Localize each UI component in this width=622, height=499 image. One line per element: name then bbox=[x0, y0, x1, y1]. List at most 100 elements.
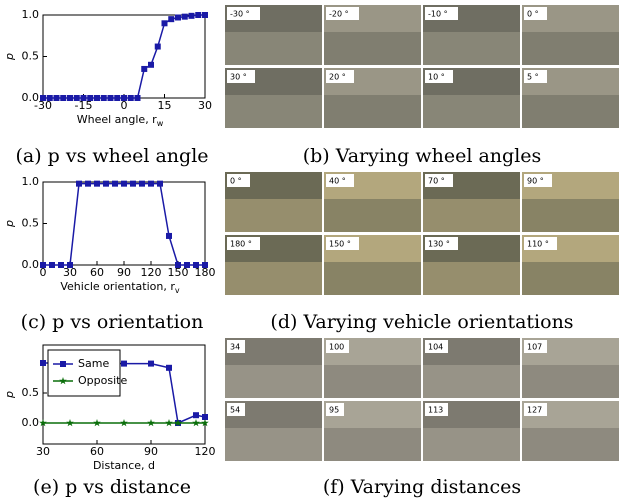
y-tick-label: 0.5 bbox=[22, 50, 40, 63]
star-marker bbox=[147, 419, 155, 426]
square-marker bbox=[40, 95, 46, 101]
square-marker bbox=[155, 44, 161, 50]
square-marker bbox=[139, 181, 145, 187]
photo-shade bbox=[225, 32, 322, 65]
square-marker bbox=[202, 262, 208, 268]
photo-label: 54 bbox=[230, 406, 240, 415]
star-marker bbox=[120, 419, 128, 426]
plot-frame bbox=[43, 182, 205, 265]
photo-label: 70 ° bbox=[428, 177, 445, 186]
x-tick-label: 60 bbox=[90, 445, 104, 458]
y-tick-label: 0.5 bbox=[22, 217, 40, 230]
square-marker bbox=[114, 95, 120, 101]
photo-label: 10 ° bbox=[428, 73, 445, 82]
square-marker bbox=[121, 95, 127, 101]
photo-label: 180 ° bbox=[230, 240, 252, 249]
photo-shade bbox=[423, 32, 520, 65]
square-marker bbox=[60, 95, 66, 101]
x-tick-label: 60 bbox=[90, 266, 104, 279]
x-axis-label: Wheel angle, rw bbox=[77, 113, 164, 128]
caption: (b) Varying wheel angles bbox=[303, 145, 542, 167]
x-tick-label: 30 bbox=[198, 99, 212, 112]
photo-label: 20 ° bbox=[329, 73, 346, 82]
photo-label: 127 bbox=[527, 406, 542, 415]
photo-label: 113 bbox=[428, 406, 443, 415]
photo-shade bbox=[324, 199, 421, 232]
photo-label: 40 ° bbox=[329, 177, 346, 186]
photo-shade bbox=[423, 199, 520, 232]
photo-label: 150 ° bbox=[329, 240, 351, 249]
y-tick-label: 1.0 bbox=[22, 175, 40, 188]
square-marker bbox=[112, 181, 118, 187]
square-marker bbox=[40, 360, 46, 366]
square-marker bbox=[189, 13, 195, 19]
square-marker bbox=[101, 95, 107, 101]
square-marker bbox=[195, 12, 201, 18]
square-marker bbox=[67, 95, 73, 101]
x-tick-label: 15 bbox=[158, 99, 172, 112]
x-axis-label-sub: v bbox=[175, 286, 180, 295]
y-tick-label: 0.0 bbox=[22, 416, 40, 429]
square-marker bbox=[128, 95, 134, 101]
square-marker bbox=[162, 20, 168, 26]
square-marker bbox=[193, 262, 199, 268]
photo-label: 0 ° bbox=[230, 177, 242, 186]
photo-shade bbox=[522, 428, 619, 461]
figure: (a) p vs wheel angle (b) Varying wheel a… bbox=[0, 0, 622, 499]
photo-shade bbox=[522, 199, 619, 232]
photo-label: 90 ° bbox=[527, 177, 544, 186]
square-marker bbox=[121, 181, 127, 187]
square-marker bbox=[60, 361, 66, 367]
photo-shade bbox=[423, 365, 520, 398]
photo-shade bbox=[324, 365, 421, 398]
y-axis-label: p bbox=[3, 53, 16, 61]
x-tick-label: 90 bbox=[117, 266, 131, 279]
square-marker bbox=[67, 262, 73, 268]
square-marker bbox=[168, 16, 174, 22]
x-axis-label: Vehicle orientation, rv bbox=[60, 280, 180, 295]
square-marker bbox=[148, 62, 154, 68]
square-marker bbox=[58, 262, 64, 268]
square-marker bbox=[74, 95, 80, 101]
square-marker bbox=[76, 181, 82, 187]
photo-shade bbox=[522, 95, 619, 128]
x-tick-label: 30 bbox=[36, 445, 50, 458]
photo-shade bbox=[324, 95, 421, 128]
square-marker bbox=[103, 181, 109, 187]
square-marker bbox=[141, 66, 147, 72]
photo-label: 0 ° bbox=[527, 10, 539, 19]
square-marker bbox=[148, 181, 154, 187]
caption: (c) p vs orientation bbox=[21, 311, 204, 333]
plot-frame bbox=[43, 15, 205, 98]
photo-shade bbox=[423, 262, 520, 295]
square-marker bbox=[47, 95, 53, 101]
star-marker bbox=[93, 419, 101, 426]
square-marker bbox=[182, 14, 188, 20]
photo-label: 5 ° bbox=[527, 73, 539, 82]
star-marker bbox=[66, 419, 74, 426]
x-tick-label: 120 bbox=[141, 266, 162, 279]
data-line bbox=[43, 15, 205, 98]
square-marker bbox=[81, 95, 87, 101]
square-marker bbox=[54, 95, 60, 101]
square-marker bbox=[130, 181, 136, 187]
photo-shade bbox=[225, 262, 322, 295]
x-axis-label-sub: w bbox=[157, 119, 164, 128]
caption: (f) Varying distances bbox=[323, 476, 521, 498]
photo-label: 107 bbox=[527, 343, 542, 352]
square-marker bbox=[157, 181, 163, 187]
square-marker bbox=[49, 262, 55, 268]
photo-label: 104 bbox=[428, 343, 443, 352]
data-line bbox=[43, 184, 205, 265]
x-tick-label: 90 bbox=[144, 445, 158, 458]
caption: (e) p vs distance bbox=[33, 476, 191, 498]
square-marker bbox=[40, 262, 46, 268]
x-axis-label: Distance, d bbox=[93, 459, 155, 472]
photo-shade bbox=[225, 428, 322, 461]
photo-label: 30 ° bbox=[230, 73, 247, 82]
square-marker bbox=[202, 12, 208, 18]
star-marker bbox=[192, 419, 200, 426]
y-tick-label: 0.5 bbox=[22, 386, 40, 399]
star-marker bbox=[165, 419, 173, 426]
photo-shade bbox=[324, 428, 421, 461]
